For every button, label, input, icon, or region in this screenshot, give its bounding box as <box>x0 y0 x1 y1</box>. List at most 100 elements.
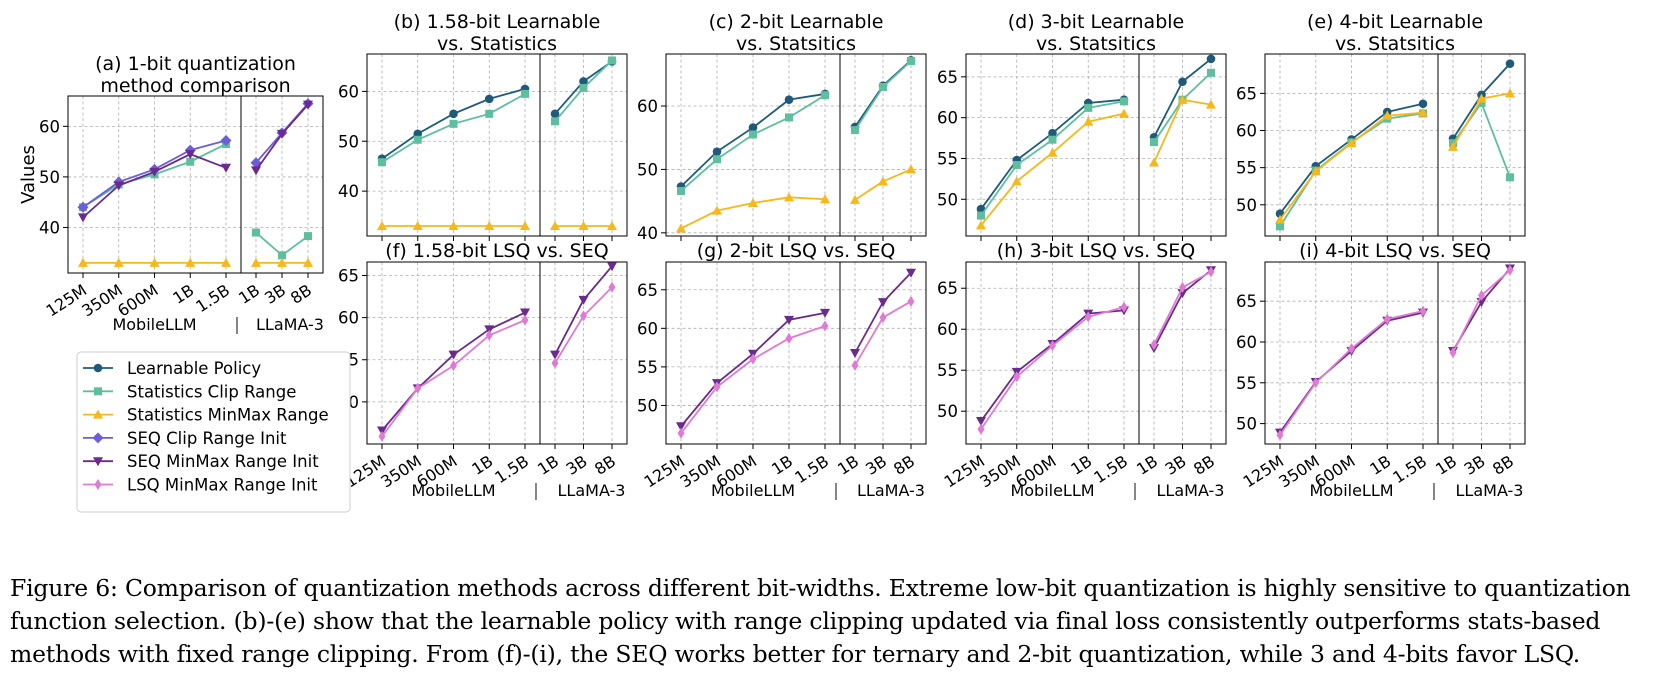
panel-f: 50556065125M350M600M1B1.5B1B3B8BMobileLL… <box>338 240 628 501</box>
series-seq_minmax <box>676 268 916 432</box>
legend-item-seq_clip: SEQ Clip Range Init <box>83 429 287 448</box>
data-point <box>1448 141 1458 151</box>
data-point <box>785 332 793 344</box>
data-point <box>1120 97 1128 106</box>
data-point <box>412 221 423 231</box>
data-point <box>748 123 758 132</box>
data-point <box>1177 94 1188 104</box>
y-tick-label: 60 <box>338 309 359 328</box>
x-tick-label: 1B <box>1366 451 1394 478</box>
data-point <box>520 221 530 231</box>
group-separator: | <box>533 481 539 501</box>
data-point <box>450 360 457 372</box>
y-tick-label: 60 <box>937 109 958 128</box>
axes-frame <box>965 261 1227 445</box>
data-point <box>1049 340 1056 352</box>
data-point <box>1179 281 1186 293</box>
data-point <box>1477 99 1486 108</box>
data-point <box>1505 88 1515 98</box>
data-point <box>1383 313 1391 325</box>
data-point <box>1449 347 1457 359</box>
data-point <box>1207 68 1215 77</box>
data-point <box>608 56 616 65</box>
legend-marker <box>93 409 103 419</box>
legend-frame <box>76 351 351 513</box>
data-point <box>784 95 794 104</box>
data-point <box>185 257 196 267</box>
y-tick-label: 65 <box>937 279 958 298</box>
y-tick-label: 50 <box>637 396 658 415</box>
data-point <box>907 56 915 65</box>
y-tick-label: 55 <box>937 361 958 380</box>
y-tick-label: 60 <box>39 117 60 136</box>
group-label-mobilellm: MobileLLM <box>711 481 795 500</box>
group-separator: | <box>833 481 839 501</box>
data-point <box>1207 266 1215 278</box>
series-stats_clip <box>378 56 616 167</box>
group-label-llama3: LLaMA-3 <box>558 481 626 500</box>
y-tick-label: 65 <box>937 68 958 87</box>
data-point <box>677 427 685 439</box>
group-label-llama3: LLaMA-3 <box>1456 481 1524 500</box>
x-tick-label: 3B <box>563 451 591 478</box>
data-point <box>1275 214 1285 224</box>
legend-item-lsq_minmax: LSQ MinMax Range Init <box>83 476 318 495</box>
data-point <box>1206 54 1216 64</box>
y-axis-label: Values <box>18 145 39 204</box>
data-point <box>484 94 494 104</box>
data-point <box>1418 99 1428 109</box>
y-tick-label: 55 <box>637 358 658 377</box>
data-point <box>851 359 859 371</box>
data-point <box>784 192 794 202</box>
data-point <box>1310 166 1321 176</box>
data-point <box>550 221 560 231</box>
group-label-llama3: LLaMA-3 <box>256 315 324 334</box>
y-tick-label: 55 <box>937 149 958 168</box>
legend-label: LSQ MinMax Range Init <box>127 476 318 495</box>
data-point <box>378 430 386 442</box>
data-point <box>1119 108 1129 118</box>
y-tick-label: 60 <box>1236 122 1257 141</box>
series-seq_minmax <box>377 262 617 436</box>
data-point <box>149 167 160 177</box>
group-label-llama3: LLaMA-3 <box>857 481 925 500</box>
x-tick-label: 125M <box>641 451 689 491</box>
x-tick-label: 1B <box>1432 451 1460 478</box>
data-point <box>1149 157 1159 167</box>
data-point <box>851 126 859 135</box>
series-stats_clip <box>1276 99 1514 231</box>
y-tick-label: 65 <box>1236 84 1257 103</box>
x-tick-label: 1.5B <box>491 451 532 487</box>
data-point <box>550 350 560 360</box>
data-point <box>820 308 830 318</box>
x-tick-label: 1.5B <box>791 451 832 487</box>
data-point <box>579 77 588 86</box>
series-line-mobilellm <box>980 309 1125 422</box>
data-point <box>976 417 986 427</box>
data-point <box>1348 343 1355 355</box>
data-point <box>1150 339 1158 351</box>
data-point <box>1382 110 1393 120</box>
data-point <box>1084 103 1093 112</box>
y-tick-label: 55 <box>1236 159 1257 178</box>
data-point <box>1419 305 1427 317</box>
panel-title: vs. Statsitics <box>1036 33 1156 55</box>
axes-frame <box>665 53 927 237</box>
series-lsq_minmax <box>677 295 915 439</box>
data-point <box>550 109 560 119</box>
data-point <box>1478 289 1485 301</box>
panel-title: (c) 2-bit Learnable <box>709 11 884 33</box>
group-separator: | <box>1132 481 1138 501</box>
data-point <box>413 135 422 144</box>
data-point <box>1013 371 1021 383</box>
series-stats_minmax <box>676 164 916 233</box>
series-stats_minmax <box>377 221 617 231</box>
y-tick-label: 65 <box>637 281 658 300</box>
data-point <box>1206 99 1216 109</box>
data-point <box>608 281 616 293</box>
series-stats_minmax <box>1275 88 1515 224</box>
